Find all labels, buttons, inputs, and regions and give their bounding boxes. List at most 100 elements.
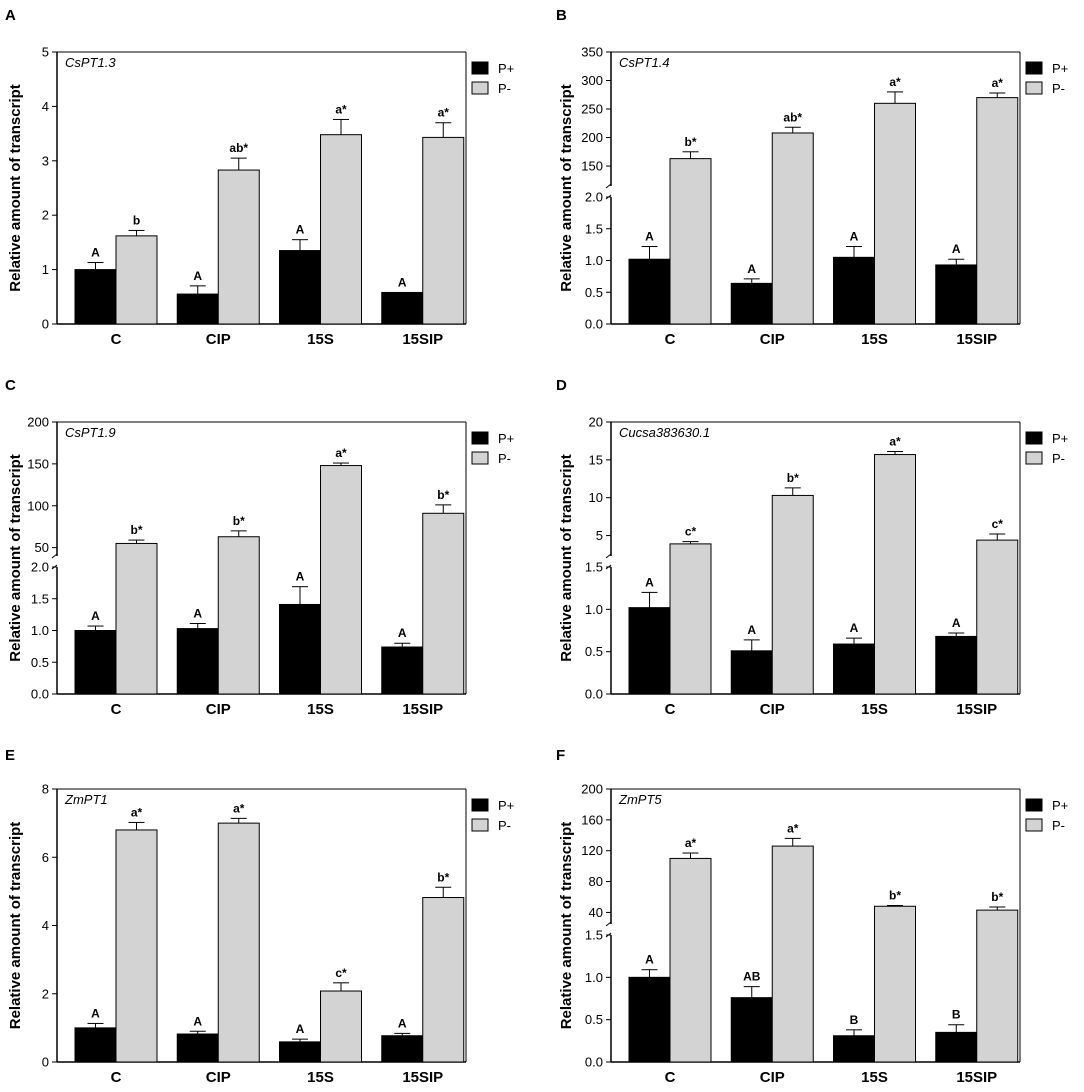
x-tick-label: C [111,1069,122,1086]
axis-break-mark [51,553,58,559]
bar-p-plus [628,258,671,325]
y-tick-label: 2 [42,208,49,223]
bar-p-minus [771,845,814,1063]
significance-label: c* [685,525,697,539]
legend-swatch-p-minus [471,451,489,465]
y-tick-label: 1.0 [31,623,49,638]
y-tick-label: 100 [27,498,49,513]
bar-p-plus [74,1027,117,1063]
x-tick-label: 15S [307,701,334,718]
x-tick-label: 15S [861,701,888,718]
legend-label-p-plus: P+ [1052,61,1068,76]
y-tick-label: 80 [589,874,603,889]
legend-label-p-plus: P+ [498,798,514,813]
legend: P+ P- [471,798,514,833]
x-tick-label: CIP [206,331,231,348]
significance-label: A [952,616,961,630]
significance-label: c* [335,966,347,980]
significance-label: b* [437,870,449,884]
gene-name: CsPT1.4 [619,55,670,70]
significance-label: c* [992,517,1004,531]
legend: P+ P- [471,61,514,96]
legend-label-p-minus: P- [1052,451,1065,466]
panel-letter: E [5,747,15,764]
bar-p-minus [976,539,1019,695]
bar-p-plus [730,997,773,1063]
bar-p-minus [669,158,712,325]
x-tick-label: C [665,331,676,348]
significance-label: ab* [229,141,248,155]
bar-p-minus [771,132,814,325]
significance-label: a* [889,75,901,89]
bar-p-plus [730,282,773,325]
bar-p-minus [115,235,158,325]
x-tick-label: 15SIP [956,701,997,718]
bar-p-minus [217,822,260,1063]
bar-p-minus [320,465,362,695]
legend-swatch-p-plus [1025,61,1043,75]
legend-label-p-plus: P+ [498,61,514,76]
y-tick-label: 2 [42,986,49,1001]
x-tick-label: 15S [307,1069,334,1086]
bar-p-plus [176,293,219,325]
y-tick-label: 0 [42,317,49,332]
legend-swatch-p-plus [1025,798,1043,812]
x-tick-label: 15SIP [402,701,443,718]
x-tick-label: 15SIP [402,1069,443,1086]
y-tick-label: 6 [42,850,49,865]
y-tick-label: 1.0 [585,970,603,985]
legend-swatch-p-minus [471,81,489,95]
x-tick-label: CIP [760,701,785,718]
bar-p-minus [976,97,1019,325]
axis-break-mark [605,553,612,559]
legend: P+ P- [1025,798,1068,833]
y-axis-label: Relative amount of transcript [7,84,24,292]
legend-label-p-minus: P- [1052,818,1065,833]
y-tick-label: 0 [42,1055,49,1070]
significance-label: b* [889,888,901,902]
x-tick-label: 15S [861,1069,888,1086]
significance-label: A [747,262,756,276]
y-tick-label: 300 [581,73,603,88]
x-tick-label: CIP [206,701,231,718]
significance-label: A [296,223,305,237]
panel-letter: A [5,7,16,24]
significance-label: A [398,626,407,640]
panel-d: D 0.0 0.5 1.0 1.5 5 10 15 20 Relative amount of t… [556,377,1068,718]
bar-p-minus [874,102,916,325]
bar-p-plus [628,976,671,1063]
legend-swatch-p-minus [471,818,489,832]
x-tick-label: CIP [760,331,785,348]
y-tick-label: 0.5 [585,1012,603,1027]
legend-label-p-minus: P- [498,451,511,466]
legend-swatch-p-plus [471,61,489,75]
legend-swatch-p-plus [1025,431,1043,445]
bar-p-minus [669,543,712,695]
x-tick-label: 15SIP [956,331,997,348]
bar-p-plus [74,269,117,325]
legend: P+ P- [471,431,514,466]
bar-p-plus [381,1035,424,1063]
y-tick-label: 0.0 [585,317,603,332]
bar-p-minus [874,454,916,695]
x-tick-label: 15SIP [956,1069,997,1086]
significance-label: A [952,242,961,256]
bar-p-minus [115,542,158,695]
y-tick-label: 200 [581,782,603,797]
y-axis-label: Relative amount of transcript [558,84,575,292]
x-tick-label: 15S [861,331,888,348]
bar-p-minus [874,905,916,1063]
significance-label: a* [889,435,901,449]
legend-swatch-p-minus [1025,818,1043,832]
legend-swatch-p-minus [1025,451,1043,465]
legend-label-p-plus: P+ [1052,798,1068,813]
y-tick-label: 4 [42,918,49,933]
bar-p-plus [833,643,875,695]
y-tick-label: 160 [581,812,603,827]
significance-label: a* [787,821,799,835]
panel-letter: B [556,7,567,24]
x-tick-label: CIP [206,1069,231,1086]
significance-label: AB [743,970,761,984]
